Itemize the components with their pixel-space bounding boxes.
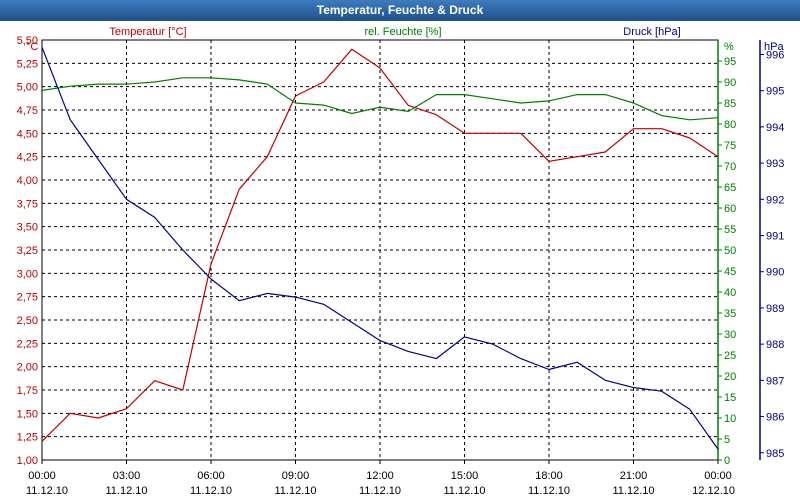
pressure-tick-label: 994 bbox=[766, 122, 784, 134]
humidity-tick-label: 75 bbox=[724, 140, 736, 152]
humidity-tick-label: 10 bbox=[724, 413, 736, 425]
x-tick-date: 11.12.10 bbox=[359, 485, 401, 497]
humidity-tick-label: 40 bbox=[724, 287, 736, 299]
x-tick-date: 11.12.10 bbox=[190, 485, 232, 497]
humidity-tick-label: 80 bbox=[724, 119, 736, 131]
temperature-tick-label: 2,75 bbox=[17, 292, 38, 304]
temperature-tick-label: 5,00 bbox=[17, 82, 38, 94]
x-tick-time: 18:00 bbox=[535, 470, 563, 482]
pressure-tick-label: 989 bbox=[766, 303, 784, 315]
pressure-tick-label: 995 bbox=[766, 86, 784, 98]
x-tick-time: 00:00 bbox=[704, 470, 732, 482]
temperature-tick-label: 3,50 bbox=[17, 222, 38, 234]
humidity-tick-label: 95 bbox=[724, 56, 736, 68]
humidity-series-line bbox=[41, 77, 719, 121]
temperature-tick-label: 2,25 bbox=[17, 338, 38, 350]
humidity-tick-label: 65 bbox=[724, 182, 736, 194]
temperature-tick-label: 3,00 bbox=[17, 268, 38, 280]
humidity-tick-label: 45 bbox=[724, 266, 736, 278]
pressure-tick-label: 987 bbox=[766, 375, 784, 387]
temperature-tick-label: 2,50 bbox=[17, 315, 38, 327]
x-tick-time: 15:00 bbox=[451, 470, 479, 482]
pressure-tick-label: 985 bbox=[766, 448, 784, 460]
temperature-tick-label: 4,25 bbox=[17, 152, 38, 164]
humidity-tick-label: 35 bbox=[724, 308, 736, 320]
x-tick-date: 11.12.10 bbox=[612, 485, 654, 497]
humidity-tick-label: 55 bbox=[724, 224, 736, 236]
humidity-tick-label: 30 bbox=[724, 329, 736, 341]
humidity-tick-label: 90 bbox=[724, 77, 736, 89]
humidity-axis-title: rel. Feuchte [%] bbox=[364, 26, 441, 38]
humidity-tick-label: 25 bbox=[724, 350, 736, 362]
x-tick-date: 11.12.10 bbox=[274, 485, 316, 497]
temperature-tick-label: 5,25 bbox=[17, 58, 38, 70]
humidity-tick-label: 60 bbox=[724, 203, 736, 215]
pressure-tick-label: 993 bbox=[766, 158, 784, 170]
humidity-tick-label: 15 bbox=[724, 392, 736, 404]
humidity-tick-label: 70 bbox=[724, 161, 736, 173]
humidity-tick-label: 5 bbox=[724, 434, 730, 446]
temperature-tick-label: 1,00 bbox=[17, 455, 38, 467]
pressure-axis-title: Druck [hPa] bbox=[623, 26, 680, 38]
temperature-tick-label: 4,50 bbox=[17, 128, 38, 140]
temperature-tick-label: 4,00 bbox=[17, 175, 38, 187]
temperature-tick-label: 1,75 bbox=[17, 385, 38, 397]
x-tick-time: 03:00 bbox=[113, 470, 141, 482]
x-tick-date: 11.12.10 bbox=[528, 485, 570, 497]
humidity-tick-label: 0 bbox=[724, 455, 730, 467]
chart-title: Temperatur, Feuchte & Druck bbox=[0, 0, 800, 21]
x-tick-time: 21:00 bbox=[620, 470, 648, 482]
pressure-tick-label: 992 bbox=[766, 194, 784, 206]
temperature-tick-label: 3,25 bbox=[17, 245, 38, 257]
temperature-unit-label: °C bbox=[26, 41, 38, 53]
temperature-tick-label: 3,75 bbox=[17, 198, 38, 210]
temperature-tick-label: 1,50 bbox=[17, 408, 38, 420]
x-tick-date: 12.12.10 bbox=[692, 485, 735, 497]
x-tick-time: 09:00 bbox=[282, 470, 310, 482]
temperature-axis-title: Temperatur [°C] bbox=[109, 26, 186, 38]
pressure-unit-label: hPa bbox=[764, 41, 784, 53]
x-tick-date: 11.12.10 bbox=[105, 485, 147, 497]
humidity-tick-label: 20 bbox=[724, 371, 736, 383]
temperature-series-line bbox=[41, 48, 719, 442]
pressure-tick-label: 996 bbox=[766, 49, 784, 61]
temperature-tick-label: 5,50 bbox=[17, 35, 38, 47]
pressure-series-line bbox=[41, 46, 719, 450]
temperature-tick-label: 4,75 bbox=[17, 105, 38, 117]
humidity-tick-label: 50 bbox=[724, 245, 736, 257]
pressure-tick-label: 991 bbox=[766, 231, 784, 243]
humidity-unit-label: % bbox=[724, 41, 734, 53]
pressure-tick-label: 988 bbox=[766, 339, 784, 351]
x-tick-date: 11.12.10 bbox=[443, 485, 485, 497]
pressure-tick-label: 986 bbox=[766, 412, 784, 424]
x-tick-time: 06:00 bbox=[197, 470, 225, 482]
humidity-tick-label: 85 bbox=[724, 98, 736, 110]
pressure-tick-label: 990 bbox=[766, 267, 784, 279]
x-tick-date: 11.12.10 bbox=[26, 485, 68, 497]
temperature-tick-label: 2,00 bbox=[17, 362, 38, 374]
temperature-tick-label: 1,25 bbox=[17, 432, 38, 444]
x-tick-time: 12:00 bbox=[366, 470, 394, 482]
x-tick-time: 00:00 bbox=[28, 470, 56, 482]
